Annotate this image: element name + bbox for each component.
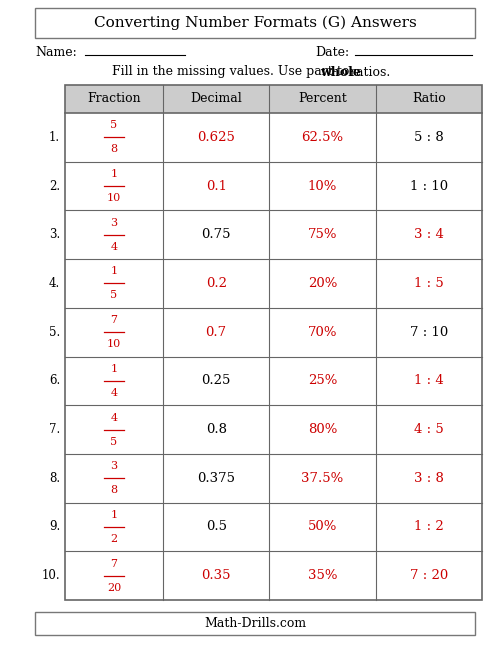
Text: 75%: 75% <box>308 228 337 241</box>
Text: Decimal: Decimal <box>190 93 242 105</box>
Text: 1 : 10: 1 : 10 <box>410 180 448 193</box>
Text: 3 : 8: 3 : 8 <box>414 472 444 485</box>
Text: 25%: 25% <box>308 375 337 388</box>
Text: 0.2: 0.2 <box>206 277 227 290</box>
Text: Math-Drills.com: Math-Drills.com <box>204 617 306 630</box>
Text: Fill in the missing values. Use part-to-: Fill in the missing values. Use part-to- <box>112 65 354 78</box>
Text: 4 : 5: 4 : 5 <box>414 423 444 436</box>
Text: 0.5: 0.5 <box>206 520 227 533</box>
Text: 8.: 8. <box>49 472 60 485</box>
Text: 0.35: 0.35 <box>202 569 231 582</box>
Bar <box>65 85 482 113</box>
Text: Date:: Date: <box>315 45 349 58</box>
Text: 1 : 5: 1 : 5 <box>414 277 444 290</box>
Text: 7.: 7. <box>49 423 60 436</box>
Text: 9.: 9. <box>49 520 60 533</box>
Text: 5: 5 <box>110 437 117 446</box>
Text: 70%: 70% <box>308 325 337 338</box>
Text: 7 : 10: 7 : 10 <box>410 325 448 338</box>
Text: 80%: 80% <box>308 423 337 436</box>
Text: 10: 10 <box>107 339 121 349</box>
Text: 0.25: 0.25 <box>202 375 231 388</box>
Bar <box>35 8 475 38</box>
Text: 0.375: 0.375 <box>197 472 235 485</box>
Text: 10.: 10. <box>42 569 60 582</box>
Text: 4: 4 <box>110 388 117 398</box>
Text: 35%: 35% <box>308 569 337 582</box>
Text: 20: 20 <box>107 583 121 593</box>
Text: 5: 5 <box>110 291 117 300</box>
Text: Percent: Percent <box>298 93 347 105</box>
Text: 5: 5 <box>110 120 117 130</box>
Text: 20%: 20% <box>308 277 337 290</box>
Text: 37.5%: 37.5% <box>302 472 344 485</box>
Text: 1 : 2: 1 : 2 <box>414 520 444 533</box>
Text: 8: 8 <box>110 144 117 155</box>
Text: 50%: 50% <box>308 520 337 533</box>
Text: 1: 1 <box>110 267 117 276</box>
Text: 3 : 4: 3 : 4 <box>414 228 444 241</box>
Text: 10: 10 <box>107 193 121 203</box>
Text: 5 : 8: 5 : 8 <box>414 131 444 144</box>
Text: Fraction: Fraction <box>87 93 141 105</box>
Text: 7: 7 <box>110 558 117 569</box>
Text: Name:: Name: <box>35 45 77 58</box>
Text: 10%: 10% <box>308 180 337 193</box>
Text: 4: 4 <box>110 242 117 252</box>
Text: 1: 1 <box>110 169 117 179</box>
Text: 4: 4 <box>110 413 117 422</box>
Text: 7 : 20: 7 : 20 <box>410 569 448 582</box>
Text: 2.: 2. <box>49 180 60 193</box>
Text: 8: 8 <box>110 485 117 495</box>
Text: 0.625: 0.625 <box>197 131 235 144</box>
Text: 4.: 4. <box>49 277 60 290</box>
Text: Converting Number Formats (G) Answers: Converting Number Formats (G) Answers <box>94 16 416 30</box>
Text: whole: whole <box>320 65 361 78</box>
Text: Ratio: Ratio <box>412 93 446 105</box>
Text: 2: 2 <box>110 534 117 544</box>
Text: 3: 3 <box>110 461 117 471</box>
Text: 1: 1 <box>110 364 117 374</box>
Text: 3: 3 <box>110 218 117 228</box>
Bar <box>65 85 482 600</box>
Text: 62.5%: 62.5% <box>302 131 344 144</box>
Text: ratios.: ratios. <box>346 65 391 78</box>
Text: 1: 1 <box>110 510 117 520</box>
Text: 0.8: 0.8 <box>206 423 227 436</box>
Text: 0.1: 0.1 <box>206 180 227 193</box>
Text: 0.75: 0.75 <box>202 228 231 241</box>
Text: 1.: 1. <box>49 131 60 144</box>
Text: 6.: 6. <box>49 375 60 388</box>
Text: 1 : 4: 1 : 4 <box>414 375 444 388</box>
Bar <box>35 612 475 635</box>
Text: 5.: 5. <box>49 325 60 338</box>
Text: 3.: 3. <box>49 228 60 241</box>
Text: 7: 7 <box>110 315 117 325</box>
Text: 0.7: 0.7 <box>206 325 227 338</box>
